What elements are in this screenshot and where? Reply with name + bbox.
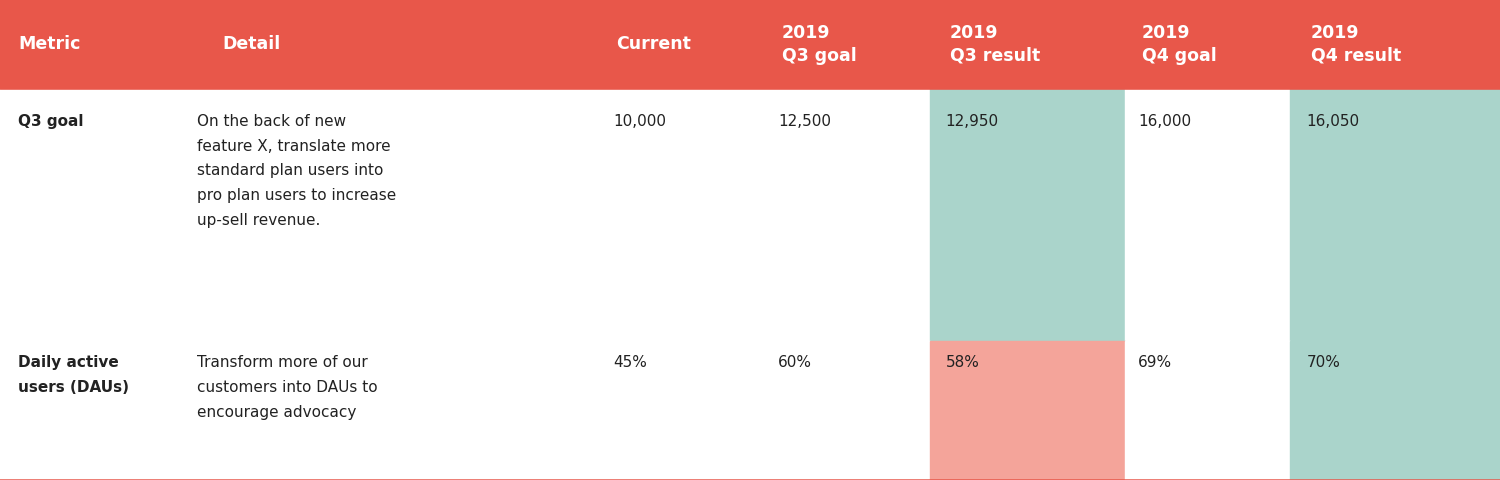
Bar xyxy=(0,341,180,480)
Text: Q3 goal: Q3 goal xyxy=(18,114,84,129)
Bar xyxy=(765,341,930,480)
Bar xyxy=(0,0,1500,89)
Text: 2019
Q3 result: 2019 Q3 result xyxy=(950,24,1040,64)
Text: Current: Current xyxy=(616,36,692,53)
Bar xyxy=(0,89,180,341)
Text: 12,500: 12,500 xyxy=(778,114,831,129)
Bar xyxy=(1290,89,1500,341)
Text: Daily active
users (DAUs): Daily active users (DAUs) xyxy=(18,355,129,394)
Text: 58%: 58% xyxy=(945,355,980,370)
Bar xyxy=(765,89,930,341)
Text: 16,050: 16,050 xyxy=(1306,114,1360,129)
Text: 60%: 60% xyxy=(778,355,812,370)
Text: 70%: 70% xyxy=(1306,355,1341,370)
Text: Detail: Detail xyxy=(222,36,280,53)
Bar xyxy=(1125,89,1290,341)
Text: 16,000: 16,000 xyxy=(1138,114,1191,129)
Text: 69%: 69% xyxy=(1138,355,1173,370)
Text: 45%: 45% xyxy=(614,355,646,370)
Text: 10,000: 10,000 xyxy=(614,114,666,129)
Bar xyxy=(930,341,1125,480)
Text: 2019
Q4 result: 2019 Q4 result xyxy=(1311,24,1401,64)
Text: Transform more of our
customers into DAUs to
encourage advocacy: Transform more of our customers into DAU… xyxy=(196,355,378,419)
Text: 12,950: 12,950 xyxy=(945,114,999,129)
Bar xyxy=(1125,341,1290,480)
Bar xyxy=(180,341,600,480)
Bar xyxy=(600,341,765,480)
Text: Metric: Metric xyxy=(18,36,81,53)
Bar xyxy=(930,89,1125,341)
Text: 2019
Q3 goal: 2019 Q3 goal xyxy=(782,24,856,64)
Text: On the back of new
feature X, translate more
standard plan users into
pro plan u: On the back of new feature X, translate … xyxy=(196,114,396,227)
Bar xyxy=(1290,341,1500,480)
Bar xyxy=(600,89,765,341)
Text: 2019
Q4 goal: 2019 Q4 goal xyxy=(1142,24,1216,64)
Bar xyxy=(180,89,600,341)
